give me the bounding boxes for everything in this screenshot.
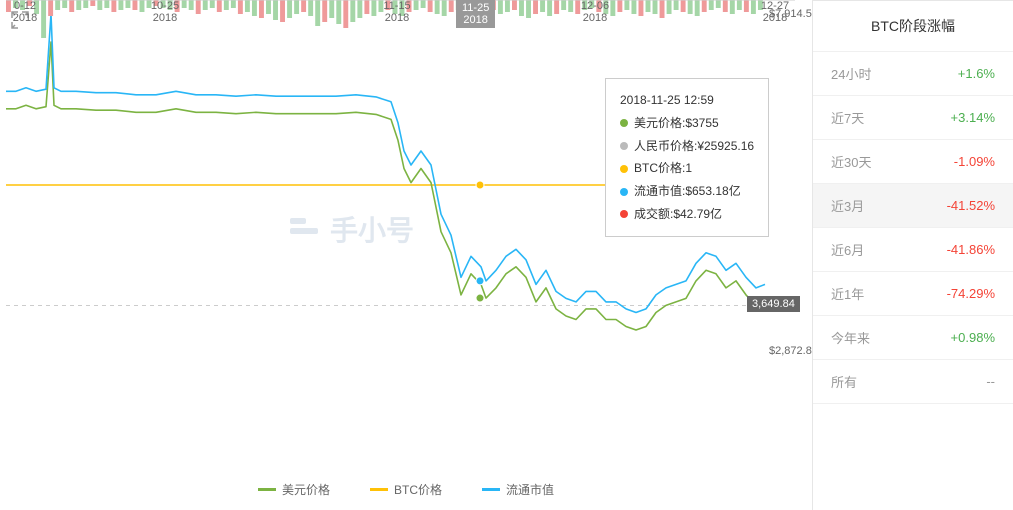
xaxis-tick: 12-272018 (750, 0, 800, 24)
stage-value: +0.98% (951, 330, 995, 345)
stage-change-panel: BTC阶段涨幅 24小时 +1.6% 近7天 +3.14% 近30天 -1.09% 近3月 -… (813, 0, 1013, 510)
stage-row[interactable]: 近7天 +3.14% (813, 96, 1013, 140)
tooltip-row: 流通市值:$653.18亿 (620, 180, 754, 203)
stage-label: 24小时 (831, 64, 871, 83)
stage-row[interactable]: 近3月 -41.52% (813, 184, 1013, 228)
stage-label: 所有 (831, 372, 857, 391)
stage-value: -- (986, 374, 995, 389)
stage-value: -41.86% (947, 242, 995, 257)
stage-label: 今年来 (831, 328, 870, 347)
stage-value: +1.6% (958, 66, 995, 81)
stage-row[interactable]: 今年来 +0.98% (813, 316, 1013, 360)
tooltip-row: 人民币价格:¥25925.16 (620, 135, 754, 158)
xaxis-current-label: 11-252018 (456, 0, 495, 28)
stage-row[interactable]: 近30天 -1.09% (813, 140, 1013, 184)
svg-text:手小号: 手小号 (330, 215, 414, 246)
stage-value: -41.52% (947, 198, 995, 213)
stage-label: 近3月 (831, 196, 864, 215)
legend-item: BTC价格 (370, 481, 442, 498)
tooltip-row: 美元价格:$3755 (620, 112, 754, 135)
stage-row[interactable]: 近1年 -74.29% (813, 272, 1013, 316)
xaxis-tick: 12-062018 (570, 0, 620, 24)
stage-label: 近6月 (831, 240, 864, 259)
chart-legend: 美元价格 BTC价格 流通市值 (0, 481, 812, 498)
current-price-badge: 3,649.84 (747, 296, 800, 312)
xaxis-tick: 11-152018 (372, 0, 422, 24)
chart-tooltip: 2018-11-25 12:59 美元价格:$3755人民币价格:¥25925.… (605, 78, 769, 237)
stage-value: +3.14% (951, 110, 995, 125)
price-chart[interactable]: 手小号 2018-11-25 12:59 美元价格:$3755人民币价格:¥25… (0, 0, 813, 510)
stage-label: 近30天 (831, 152, 871, 171)
stage-row[interactable]: 所有 -- (813, 360, 1013, 404)
xaxis-tick: 10-252018 (140, 0, 190, 24)
tooltip-row: 成交额:$42.79亿 (620, 203, 754, 226)
tooltip-row: BTC价格:1 (620, 157, 754, 180)
panel-title: BTC阶段涨幅 (813, 1, 1013, 52)
legend-item: 流通市值 (482, 481, 554, 498)
xaxis-tick: 0-122018 (0, 0, 50, 24)
stage-value: -74.29% (947, 286, 995, 301)
stage-value: -1.09% (954, 154, 995, 169)
stage-row[interactable]: 24小时 +1.6% (813, 52, 1013, 96)
stage-row[interactable]: 近6月 -41.86% (813, 228, 1013, 272)
yaxis-bottom-label: $2,872.8 (769, 345, 812, 357)
tooltip-timestamp: 2018-11-25 12:59 (620, 89, 754, 112)
legend-item: 美元价格 (258, 481, 330, 498)
stage-label: 近7天 (831, 108, 864, 127)
stage-label: 近1年 (831, 284, 864, 303)
